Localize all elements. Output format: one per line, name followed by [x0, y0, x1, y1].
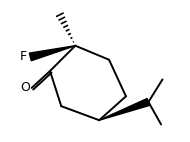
Polygon shape [99, 99, 150, 120]
Polygon shape [29, 46, 75, 61]
Text: F: F [20, 50, 27, 63]
Text: O: O [21, 81, 30, 94]
